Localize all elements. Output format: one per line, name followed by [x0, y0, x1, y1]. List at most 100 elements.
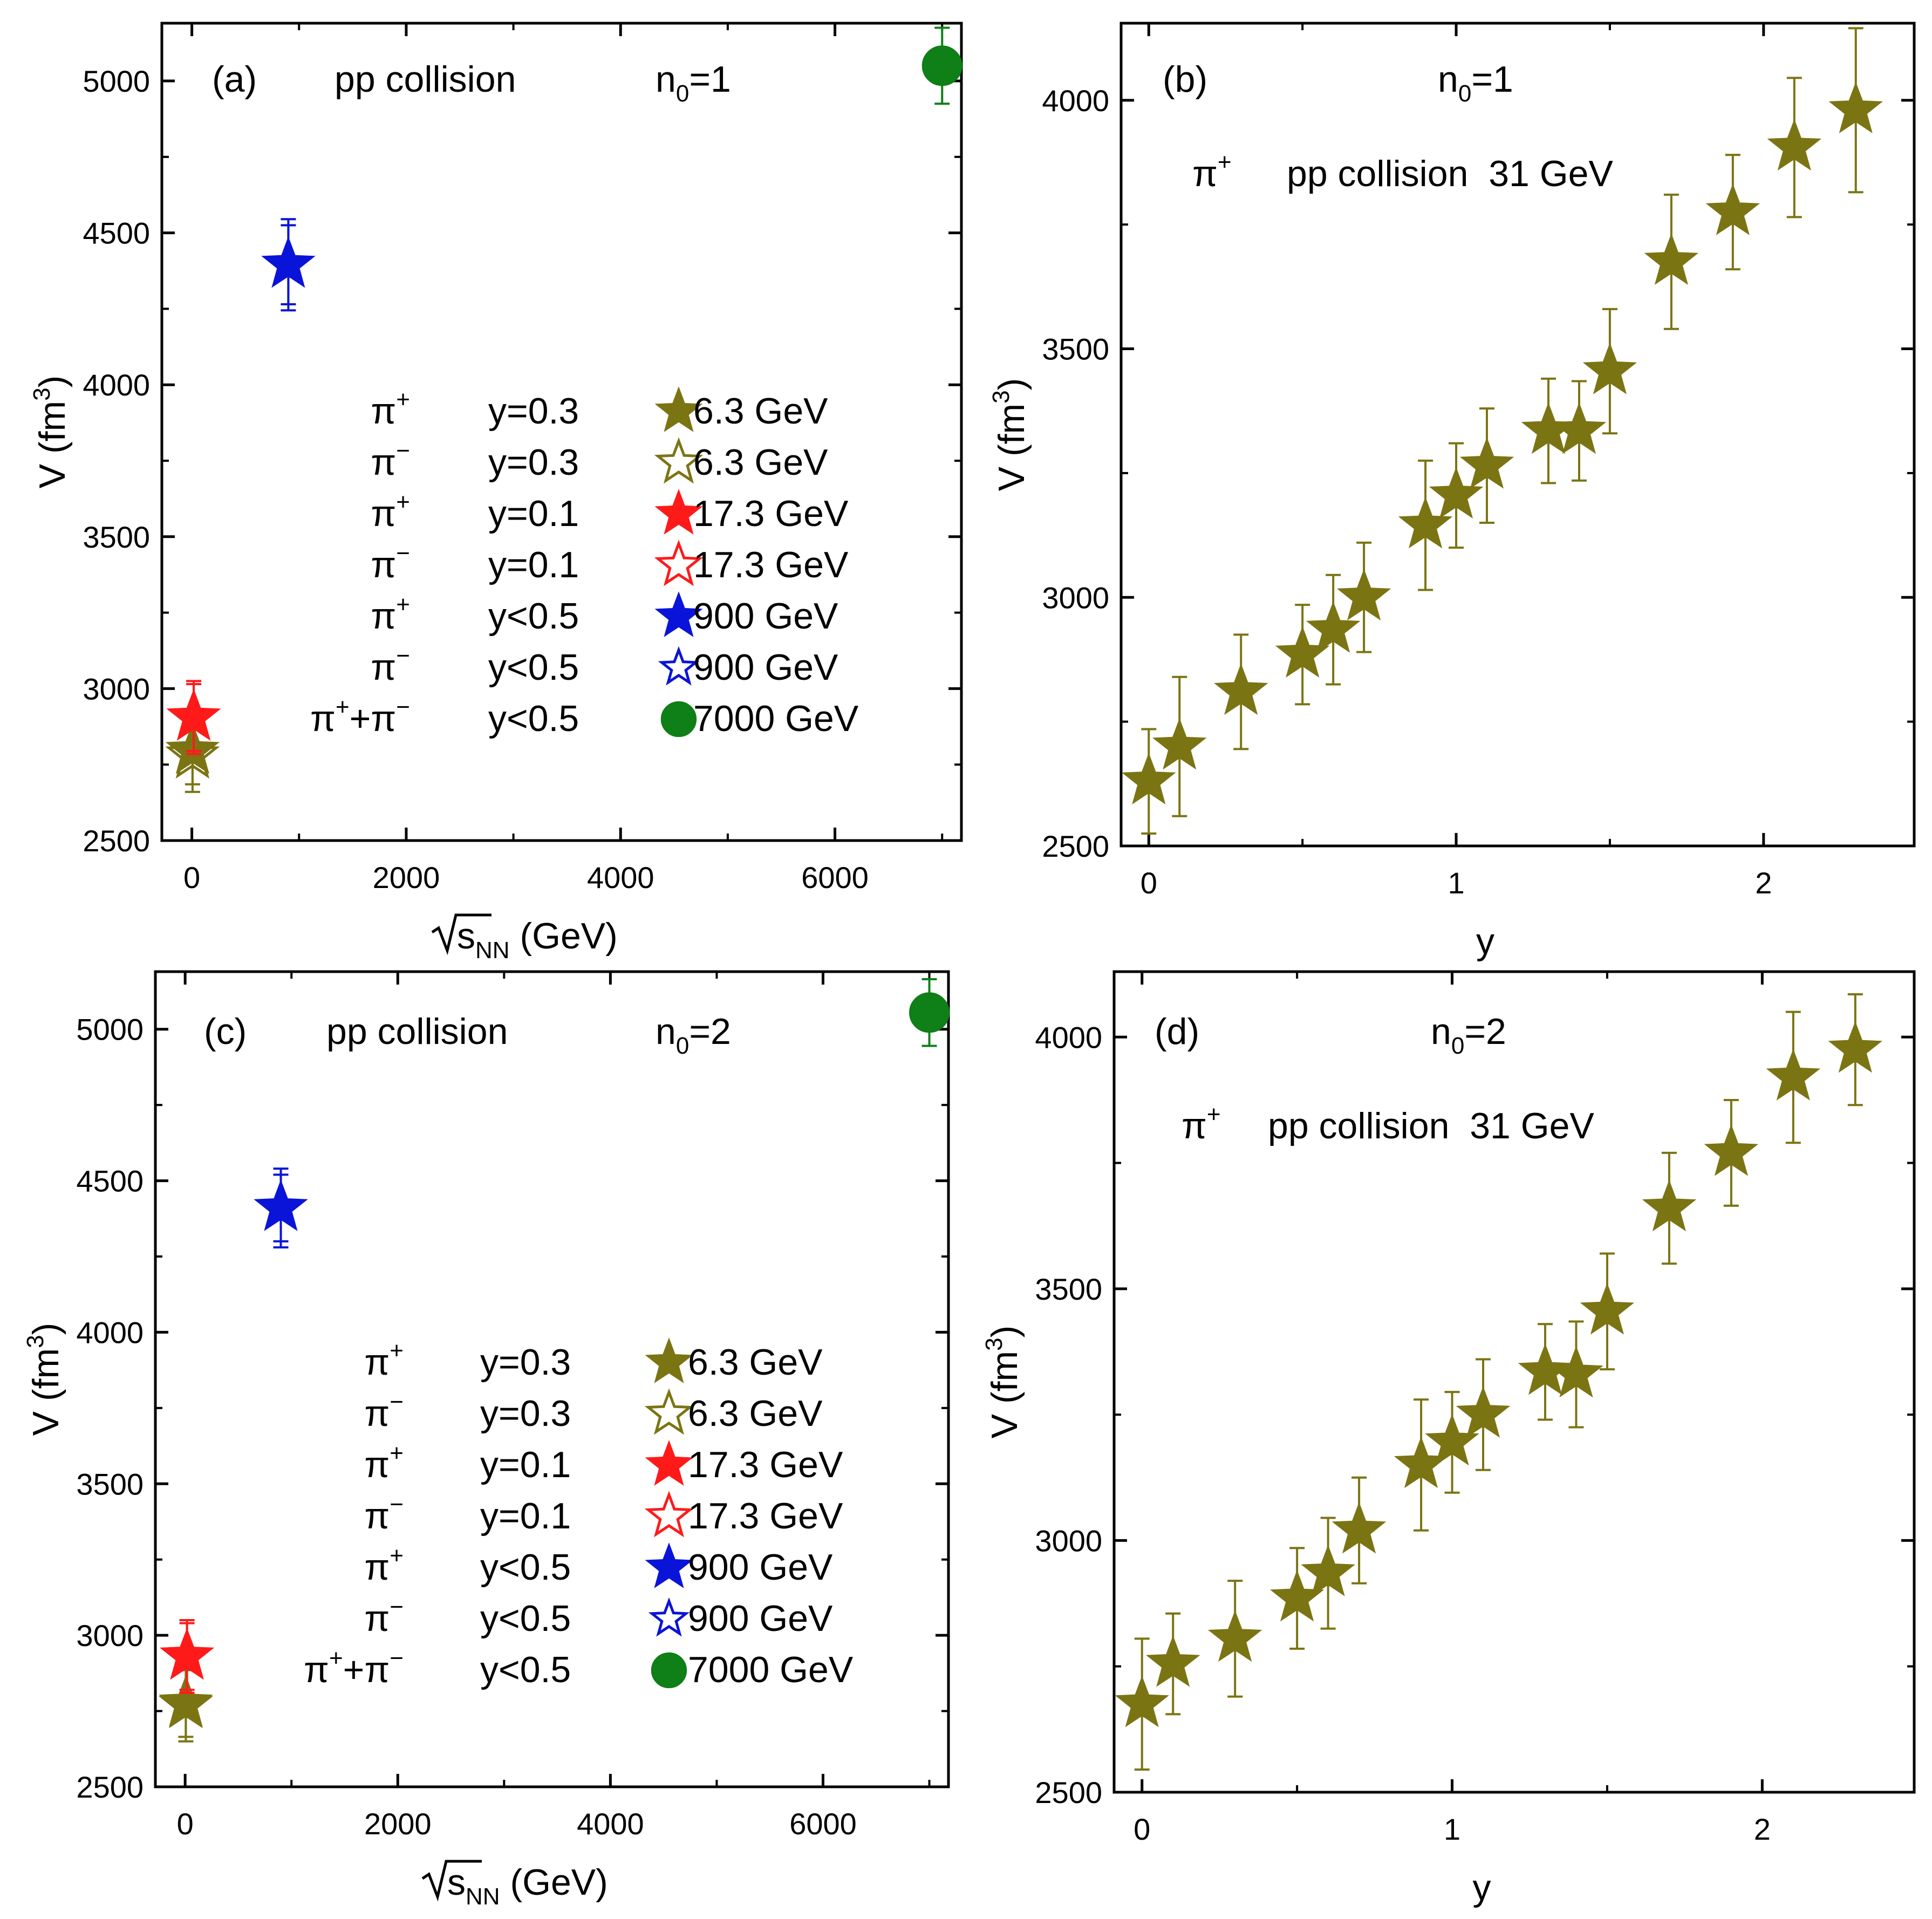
x-tick-label: 0: [183, 861, 200, 894]
y-axis-label: V (fm3): [22, 1323, 66, 1436]
data-point-marker: [1398, 496, 1453, 549]
legend-particle: π++π−: [310, 694, 410, 739]
panel-label: (c): [204, 1011, 247, 1052]
legend-energy: 17.3 GeV: [693, 493, 849, 534]
legend-particle: π−: [364, 1389, 404, 1434]
n0-annotation: n0=2: [1431, 1011, 1506, 1059]
annotation: pp collision: [326, 1011, 508, 1052]
data-point-marker: [1828, 81, 1883, 134]
legend-marker: [654, 437, 704, 484]
x-tick-label: 1: [1444, 1812, 1460, 1846]
legend-energy: 17.3 GeV: [688, 1495, 843, 1536]
y-tick-label: 3000: [1042, 581, 1109, 614]
legend-particle: π−: [371, 438, 410, 483]
series-0: [1121, 27, 1883, 835]
legend-energy: 17.3 GeV: [693, 544, 849, 585]
legend-particle: π+: [364, 1337, 404, 1383]
x-tick-label: 2: [1754, 1812, 1771, 1846]
legend-cut: y=0.3: [480, 1342, 571, 1383]
y-tick-label: 3000: [1035, 1524, 1102, 1558]
legend-cut: y=0.1: [480, 1495, 571, 1536]
legend-marker: [645, 1440, 693, 1486]
legend-cut: y<0.5: [488, 596, 579, 637]
annotation: pp collision 31 GeV: [1287, 153, 1613, 194]
annotation: pp collision 31 GeV: [1268, 1105, 1594, 1146]
legend-cut: y=0.1: [488, 493, 579, 534]
n0-annotation: n0=1: [656, 59, 731, 107]
data-point-marker: [1642, 1179, 1697, 1232]
legend-energy: 6.3 GeV: [693, 391, 828, 432]
data-point-marker: [1767, 119, 1822, 171]
y-axis-label: V (fm3): [988, 378, 1032, 491]
data-point-marker: [1828, 1021, 1883, 1073]
plot-frame: [154, 970, 950, 1788]
y-tick-label: 3000: [83, 672, 150, 706]
data-point-marker: [1644, 233, 1699, 285]
plot-frame: [160, 22, 963, 842]
legend-energy: 6.3 GeV: [693, 442, 828, 483]
legend: π+ y=0.3 6.3 GeV π− y=0.3 6.3 GeV π+ y=0.1 17.3 …: [310, 386, 859, 739]
sqrt-symbol: [421, 1860, 482, 1902]
legend-particle: π+: [364, 1542, 404, 1588]
legend-particle: π+: [364, 1440, 404, 1485]
x-tick-label: 4000: [587, 861, 654, 894]
series-6: [921, 26, 962, 105]
legend-cut: y<0.5: [480, 1649, 571, 1690]
legend-cut: y<0.5: [488, 647, 579, 688]
series-5: [256, 1167, 305, 1249]
y-tick-label: 3500: [1035, 1272, 1102, 1306]
n0-annotation: n0=2: [656, 1011, 731, 1059]
legend-marker: [644, 1388, 694, 1435]
legend-cut: y=0.3: [488, 442, 579, 483]
legend-energy: 900 GeV: [693, 596, 838, 637]
legend-energy: 7000 GeV: [688, 1649, 854, 1690]
data-point-marker: [160, 1628, 215, 1680]
legend-particle: π−: [364, 1491, 404, 1536]
data-point-marker: [1429, 467, 1484, 519]
x-tick-label: 2000: [373, 861, 440, 894]
data-markers: [165, 26, 962, 793]
series-3: [160, 1619, 215, 1694]
x-axis-label: y: [1473, 1867, 1491, 1908]
data-markers: [158, 978, 950, 1743]
legend-particle: π+: [371, 386, 410, 432]
legend-cut: y=0.1: [480, 1444, 571, 1485]
y-tick-label: 5000: [83, 64, 150, 98]
x-tick-label: 0: [1134, 1812, 1150, 1846]
legend-cut: y<0.5: [480, 1547, 571, 1588]
legend-energy: 7000 GeV: [693, 698, 859, 739]
x-axis-label: sNN (GeV): [457, 916, 618, 964]
series-5: [264, 218, 313, 312]
legend-particle: π−: [371, 540, 410, 585]
y-tick-label: 5000: [76, 1013, 144, 1047]
panel-label: (b): [1163, 59, 1207, 100]
y-tick-label: 4000: [1035, 1020, 1102, 1054]
data-point-marker: [166, 688, 221, 741]
panel-label: (a): [212, 59, 257, 100]
x-tick-label: 4000: [577, 1807, 644, 1841]
x-tick-label: 0: [177, 1807, 194, 1841]
y-tick-label: 3500: [1042, 332, 1109, 366]
series-6: [909, 978, 950, 1047]
y-tick-label: 4000: [76, 1315, 144, 1349]
y-tick-label: 2500: [1042, 829, 1109, 863]
legend-particle: π+: [371, 591, 410, 637]
data-point-marker: [1705, 183, 1760, 235]
legend-marker: [654, 539, 704, 586]
legend-energy: 17.3 GeV: [688, 1444, 843, 1485]
data-point-marker: [1459, 437, 1514, 489]
legend-marker: [651, 1652, 687, 1689]
series-3: [166, 680, 221, 755]
data-point-marker: [1332, 1501, 1387, 1554]
y-tick-label: 3500: [76, 1467, 144, 1501]
data-point-marker: [165, 727, 220, 779]
panel-b: 0 1 2 2500 3000 3500 4000 V (fm3) y (b) pp collisi…: [988, 22, 1916, 962]
legend-cut: y=0.3: [480, 1393, 571, 1434]
legend-marker: [654, 386, 703, 432]
legend-cut: y=0.1: [488, 544, 579, 585]
particle-label: π+: [1182, 1101, 1221, 1146]
data-point-marker: [256, 1182, 305, 1229]
data-point-marker: [1145, 1635, 1200, 1687]
data-markers: [1121, 27, 1883, 835]
